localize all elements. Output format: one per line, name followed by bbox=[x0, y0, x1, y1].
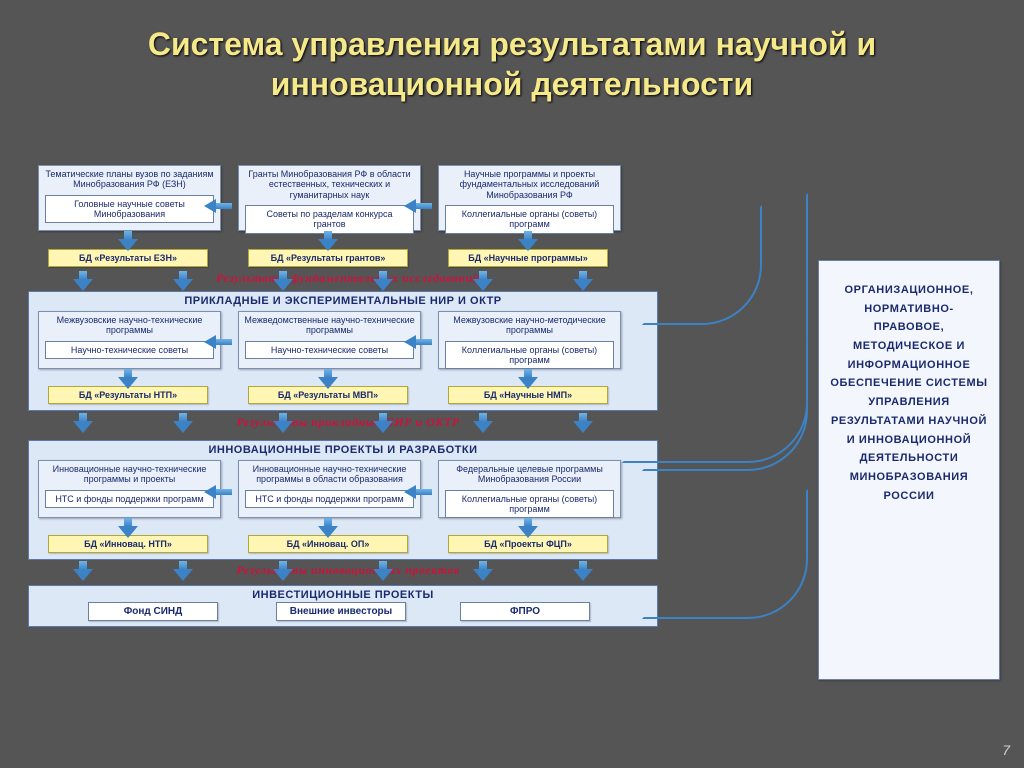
arrow-down-4-2 bbox=[518, 518, 538, 538]
curve-1 bbox=[642, 341, 808, 471]
applied-card-inner-2: Коллегиальные органы (советы) программ bbox=[445, 341, 614, 370]
arrow-left-2-0 bbox=[204, 485, 232, 499]
arrow-down-1-5 bbox=[573, 271, 593, 291]
innov-card-inner-2: Коллегиальные органы (советы) программ bbox=[445, 490, 614, 519]
innov-card-title-1: Инновационные научно-технические програм… bbox=[239, 461, 420, 488]
result-label-0: Результаты фундаментальных исследований bbox=[138, 271, 558, 286]
arrow-down-2-1 bbox=[318, 369, 338, 389]
invest-pill-1: Внешние инвесторы bbox=[276, 602, 406, 621]
section-innov-header: ИННОВАЦИОННЫЕ ПРОЕКТЫ И РАЗРАБОТКИ bbox=[29, 441, 657, 459]
result-label-2: Результаты инновационных проектов bbox=[138, 563, 558, 578]
arrow-down-1-1 bbox=[173, 271, 193, 291]
applied-card-inner-0: Научно-технические советы bbox=[45, 341, 214, 359]
diagram-canvas: Тематические планы вузов по заданиям Мин… bbox=[18, 165, 1006, 755]
arrow-down-5-0 bbox=[73, 561, 93, 581]
arrow-down-3-2 bbox=[273, 413, 293, 433]
arrow-down-0-0 bbox=[118, 231, 138, 251]
arrow-left-1-0 bbox=[204, 335, 232, 349]
arrow-down-4-0 bbox=[118, 518, 138, 538]
arrow-down-0-2 bbox=[518, 231, 538, 251]
arrow-down-2-2 bbox=[518, 369, 538, 389]
innov-card-inner-1: НТС и фонды поддержки программ bbox=[245, 490, 414, 508]
arrow-down-5-4 bbox=[473, 561, 493, 581]
applied-card-title-0: Межвузовские научно-технические программ… bbox=[39, 312, 220, 339]
side-panel: ОРГАНИЗАЦИОННОЕ, НОРМАТИВНО-ПРАВОВОЕ, МЕ… bbox=[818, 260, 1000, 680]
top-db-1: БД «Результаты грантов» bbox=[248, 249, 408, 267]
arrow-left-0-1 bbox=[404, 199, 432, 213]
top-db-2: БД «Научные программы» bbox=[448, 249, 608, 267]
curve-2 bbox=[642, 489, 808, 619]
arrow-down-1-0 bbox=[73, 271, 93, 291]
innov-card-1: Инновационные научно-технические програм… bbox=[238, 460, 421, 518]
top-card-1: Гранты Минобразования РФ в области естес… bbox=[238, 165, 421, 231]
arrow-down-5-1 bbox=[173, 561, 193, 581]
arrow-down-3-5 bbox=[573, 413, 593, 433]
arrow-down-3-1 bbox=[173, 413, 193, 433]
arrow-left-1-1 bbox=[404, 335, 432, 349]
invest-pill-2: ФПРО bbox=[460, 602, 590, 621]
top-card-title-2: Научные программы и проекты фундаменталь… bbox=[439, 166, 620, 203]
applied-card-1: Межведомственные научно-технические прог… bbox=[238, 311, 421, 369]
applied-card-2: Межвузовские научно-методические програм… bbox=[438, 311, 621, 369]
arrow-down-0-1 bbox=[318, 231, 338, 251]
arrow-down-1-4 bbox=[473, 271, 493, 291]
invest-pill-0: Фонд СИНД bbox=[88, 602, 218, 621]
arrow-down-4-1 bbox=[318, 518, 338, 538]
arrow-down-1-2 bbox=[273, 271, 293, 291]
top-card-inner-1: Советы по разделам конкурса грантов bbox=[245, 205, 414, 234]
applied-card-title-2: Межвузовские научно-методические програм… bbox=[439, 312, 620, 339]
top-card-inner-2: Коллегиальные органы (советы) программ bbox=[445, 205, 614, 234]
arrow-down-5-5 bbox=[573, 561, 593, 581]
arrow-down-5-3 bbox=[373, 561, 393, 581]
arrow-down-3-4 bbox=[473, 413, 493, 433]
arrow-down-2-0 bbox=[118, 369, 138, 389]
arrow-down-3-0 bbox=[73, 413, 93, 433]
top-card-inner-0: Головные научные советы Минобразования bbox=[45, 195, 214, 224]
innov-card-2: Федеральные целевые программы Минобразов… bbox=[438, 460, 621, 518]
curve-3 bbox=[642, 205, 762, 325]
top-card-title-1: Гранты Минобразования РФ в области естес… bbox=[239, 166, 420, 203]
slide-number: 7 bbox=[1002, 742, 1010, 758]
top-card-2: Научные программы и проекты фундаменталь… bbox=[438, 165, 621, 231]
innov-card-0: Инновационные научно-технические програм… bbox=[38, 460, 221, 518]
applied-card-0: Межвузовские научно-технические программ… bbox=[38, 311, 221, 369]
arrow-down-1-3 bbox=[373, 271, 393, 291]
top-card-0: Тематические планы вузов по заданиям Мин… bbox=[38, 165, 221, 231]
innov-card-title-0: Инновационные научно-технические програм… bbox=[39, 461, 220, 488]
innov-card-inner-0: НТС и фонды поддержки программ bbox=[45, 490, 214, 508]
section-applied-header: ПРИКЛАДНЫЕ И ЭКСПЕРИМЕНТАЛЬНЫЕ НИР И ОКТ… bbox=[29, 292, 657, 310]
slide-title: Система управления результатами научной … bbox=[0, 0, 1024, 112]
arrow-left-0-0 bbox=[204, 199, 232, 213]
result-label-1: Результаты прикладных НИР и ОКТР bbox=[138, 415, 558, 430]
arrow-left-2-1 bbox=[404, 485, 432, 499]
arrow-down-3-3 bbox=[373, 413, 393, 433]
arrow-down-5-2 bbox=[273, 561, 293, 581]
innov-card-title-2: Федеральные целевые программы Минобразов… bbox=[439, 461, 620, 488]
applied-card-title-1: Межведомственные научно-технические прог… bbox=[239, 312, 420, 339]
top-db-0: БД «Результаты ЕЗН» bbox=[48, 249, 208, 267]
applied-card-inner-1: Научно-технические советы bbox=[245, 341, 414, 359]
top-card-title-0: Тематические планы вузов по заданиям Мин… bbox=[39, 166, 220, 193]
